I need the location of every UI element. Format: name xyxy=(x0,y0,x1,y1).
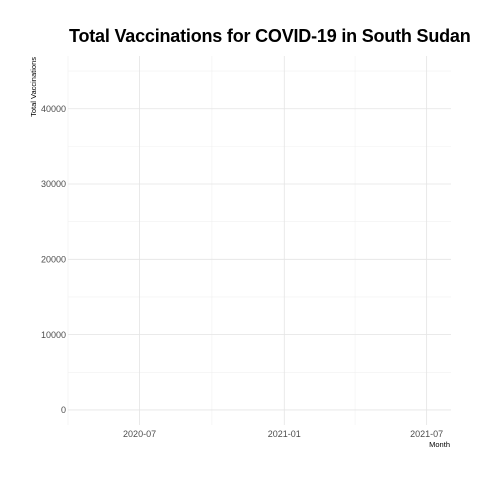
minor-gridlines xyxy=(67,56,451,425)
y-tick-label: 10000 xyxy=(41,330,66,340)
x-axis-tick-labels: 2020-07 2021-01 2021-07 xyxy=(123,429,443,439)
x-axis-title: Month xyxy=(429,440,450,449)
chart-title: Total Vaccinations for COVID-19 in South… xyxy=(69,26,471,46)
major-gridlines xyxy=(68,56,451,425)
y-tick-label: 0 xyxy=(61,405,66,415)
x-tick-label: 2020-07 xyxy=(123,429,156,439)
y-axis-title: Total Vaccinations xyxy=(29,57,38,117)
x-tick-label: 2021-01 xyxy=(268,429,301,439)
y-tick-label: 40000 xyxy=(41,104,66,114)
x-tick-label: 2021-07 xyxy=(410,429,443,439)
y-tick-label: 20000 xyxy=(41,255,66,265)
y-tick-label: 30000 xyxy=(41,179,66,189)
y-axis-tick-labels: 0 10000 20000 30000 40000 xyxy=(41,104,66,415)
